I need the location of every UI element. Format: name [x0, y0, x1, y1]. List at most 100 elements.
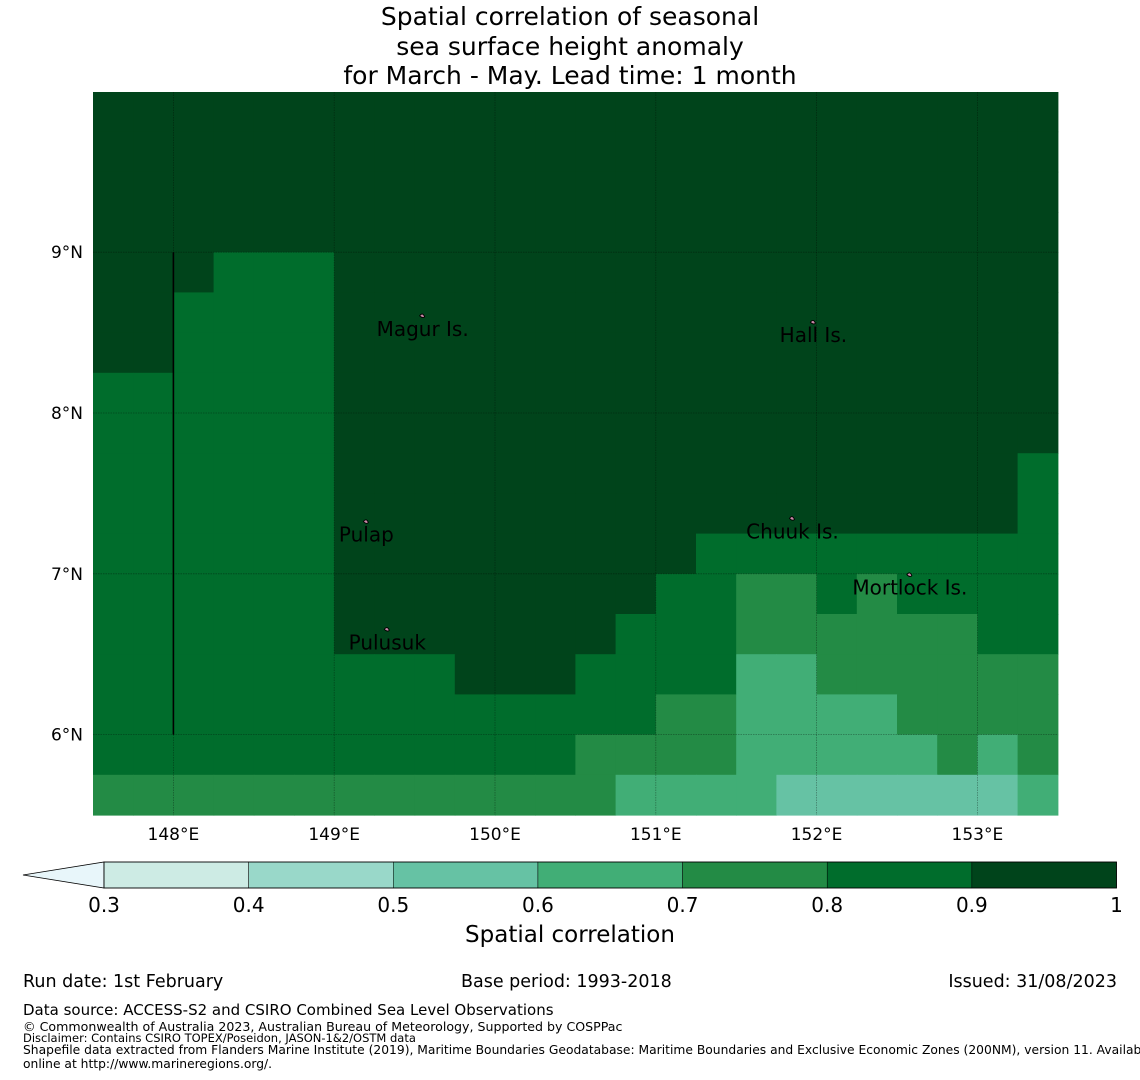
- correlation-cell: [937, 774, 978, 816]
- correlation-cell: [736, 413, 777, 454]
- correlation-cell: [776, 292, 818, 334]
- correlation-cell: [495, 533, 536, 575]
- correlation-cell: [856, 413, 898, 454]
- correlation-cell: [454, 493, 496, 535]
- correlation-cell: [414, 774, 456, 816]
- correlation-cell: [253, 774, 295, 816]
- correlation-cell: [93, 292, 134, 334]
- correlation-cell: [495, 774, 536, 816]
- correlation-cell: [655, 573, 697, 615]
- correlation-cell: [173, 453, 215, 494]
- colorbar-swatch: [537, 861, 683, 889]
- correlation-cell: [776, 92, 818, 133]
- correlation-cell: [133, 774, 174, 816]
- island-outline: [362, 519, 369, 524]
- correlation-cell: [495, 413, 536, 454]
- correlation-cell: [655, 654, 697, 695]
- correlation-cell: [655, 413, 697, 454]
- correlation-cell: [736, 533, 777, 575]
- correlation-cell: [575, 372, 617, 414]
- correlation-cell: [615, 614, 657, 655]
- correlation-cell: [897, 372, 938, 414]
- correlation-cell: [454, 92, 496, 133]
- correlation-cell: [776, 533, 818, 575]
- map-title: Spatial correlation of seasonal sea surf…: [0, 2, 1140, 91]
- correlation-cell: [213, 694, 255, 736]
- correlation-cell: [816, 533, 858, 575]
- correlation-cell: [1017, 694, 1059, 736]
- correlation-cell: [696, 533, 737, 575]
- correlation-cell: [414, 614, 456, 655]
- correlation-cell: [977, 292, 1019, 334]
- correlation-cell: [93, 92, 134, 133]
- correlation-cell: [213, 372, 255, 414]
- lon-tick-label: 151°E: [630, 825, 682, 845]
- island-outline: [809, 320, 816, 325]
- lat-tick-label: 8°N: [51, 404, 83, 424]
- correlation-cell: [133, 493, 174, 535]
- copyright: © Commonwealth of Australia 2023, Austra…: [23, 1019, 623, 1034]
- correlation-cell: [655, 252, 697, 293]
- correlation-cell: [696, 453, 737, 494]
- correlation-cell: [374, 332, 416, 374]
- correlation-cell: [334, 533, 375, 575]
- base-period: Base period: 1993-2018: [461, 972, 672, 992]
- correlation-cell: [1017, 212, 1059, 253]
- correlation-cell: [535, 774, 576, 816]
- correlation-cell: [454, 734, 496, 776]
- correlation-cell: [535, 131, 576, 173]
- correlation-cell: [334, 292, 375, 334]
- correlation-cell: [655, 453, 697, 494]
- correlation-cell: [93, 131, 134, 173]
- correlation-cell: [173, 734, 215, 776]
- correlation-cell: [253, 694, 295, 736]
- island-outline: [419, 313, 426, 319]
- correlation-cell: [93, 413, 134, 454]
- correlation-cell: [977, 493, 1019, 535]
- correlation-cell: [294, 372, 335, 414]
- correlation-cell: [696, 252, 737, 293]
- correlation-cell: [334, 92, 375, 133]
- correlation-cell: [897, 332, 938, 374]
- correlation-cell: [1017, 614, 1059, 655]
- correlation-cell: [294, 212, 335, 253]
- correlation-cell: [977, 614, 1019, 655]
- correlation-cell: [615, 694, 657, 736]
- correlation-cell: [736, 252, 777, 293]
- correlation-cell: [334, 694, 375, 736]
- correlation-cell: [897, 533, 938, 575]
- correlation-cell: [133, 654, 174, 695]
- correlation-cell: [856, 372, 898, 414]
- correlation-cell: [655, 212, 697, 253]
- correlation-cell: [816, 372, 858, 414]
- correlation-cell: [213, 212, 255, 253]
- correlation-cell: [615, 573, 657, 615]
- correlation-cell: [173, 774, 215, 816]
- correlation-cell: [615, 171, 657, 213]
- shapefile-credit-line-2: online at http://www.marineregions.org/.: [23, 1057, 273, 1071]
- correlation-cell: [93, 372, 134, 414]
- correlation-cell: [414, 654, 456, 695]
- correlation-cell: [1017, 654, 1059, 695]
- correlation-cell: [937, 573, 978, 615]
- correlation-cell: [696, 372, 737, 414]
- correlation-cell: [294, 573, 335, 615]
- correlation-cell: [696, 92, 737, 133]
- correlation-cell: [334, 372, 375, 414]
- correlation-cell: [93, 212, 134, 253]
- correlation-cell: [173, 694, 215, 736]
- correlation-cell: [374, 131, 416, 173]
- title-line-3: for March - May. Lead time: 1 month: [343, 61, 797, 90]
- correlation-cell: [253, 413, 295, 454]
- correlation-cell: [776, 774, 818, 816]
- correlation-cell: [615, 332, 657, 374]
- correlation-cell: [856, 654, 898, 695]
- colorbar-tick-label: 0.8: [811, 893, 843, 917]
- correlation-cell: [334, 212, 375, 253]
- correlation-cell: [575, 453, 617, 494]
- correlation-cell: [897, 92, 938, 133]
- correlation-cell: [414, 372, 456, 414]
- correlation-cell: [495, 573, 536, 615]
- correlation-cell: [454, 533, 496, 575]
- correlation-cell: [374, 372, 416, 414]
